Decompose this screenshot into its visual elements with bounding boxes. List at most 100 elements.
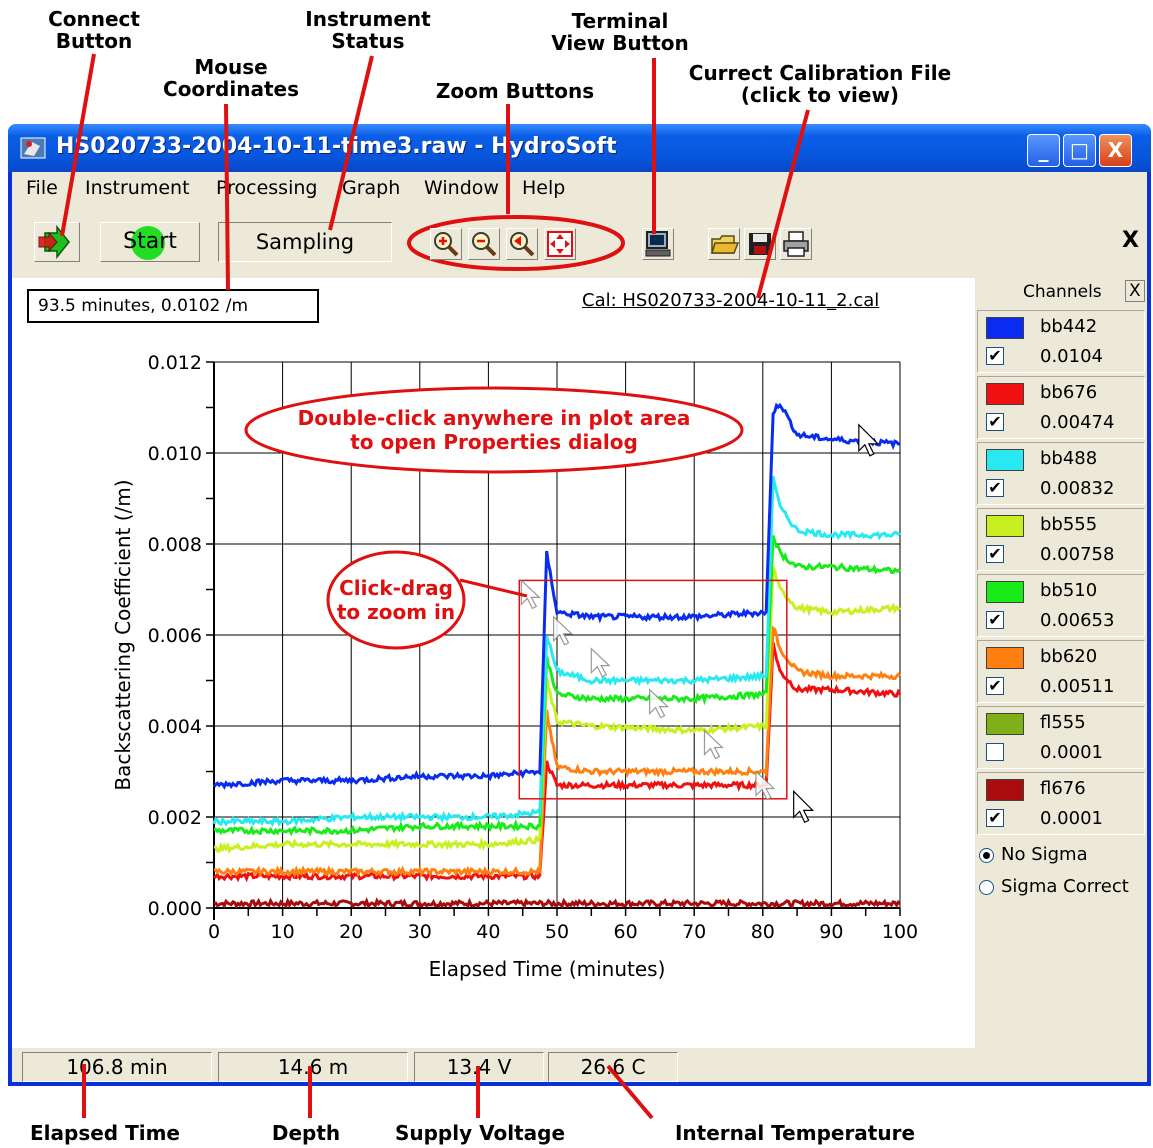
channels-close-button[interactable]: X bbox=[1125, 280, 1145, 302]
callout-supply-voltage: Supply Voltage bbox=[385, 1122, 575, 1144]
minimize-button[interactable]: _ bbox=[1027, 134, 1060, 167]
terminal-icon bbox=[645, 231, 671, 257]
callout-zoom-buttons: Zoom Buttons bbox=[415, 80, 615, 102]
x-tick-label: 40 bbox=[476, 921, 500, 943]
depth-field: 14.6 m bbox=[218, 1052, 408, 1082]
drag-trail-cursor-icon bbox=[520, 579, 541, 610]
series-line-bb488 bbox=[212, 475, 901, 828]
series-line-bb510 bbox=[213, 535, 901, 837]
x-tick-label: 100 bbox=[882, 921, 918, 943]
zoom-in-button[interactable] bbox=[430, 228, 462, 260]
print-button[interactable] bbox=[780, 228, 812, 260]
menu-processing[interactable]: Processing bbox=[216, 177, 318, 199]
properties-annotation-text: to open Properties dialog bbox=[350, 430, 638, 454]
y-tick-label: 0.012 bbox=[148, 352, 202, 374]
connect-button[interactable] bbox=[34, 222, 80, 262]
channel-value: 0.00474 bbox=[1040, 412, 1115, 433]
callout-elapsed-time-text: Elapsed Time bbox=[30, 1121, 180, 1145]
callout-instrument-status: Instrument Status bbox=[288, 8, 448, 52]
sigma-label[interactable]: No Sigma bbox=[1001, 844, 1088, 865]
channel-checkbox[interactable]: ✔ bbox=[986, 809, 1004, 827]
zoom-fit-button[interactable] bbox=[544, 228, 576, 260]
sigma-label[interactable]: Sigma Correct bbox=[1001, 876, 1129, 897]
open-file-button[interactable] bbox=[708, 228, 740, 260]
properties-annotation-text: Double-click anywhere in plot area bbox=[298, 406, 691, 430]
channel-bb488: bb488 ✔ 0.00832 bbox=[977, 442, 1145, 505]
sigma-radio[interactable] bbox=[979, 880, 994, 895]
mouse-cursor-icon bbox=[858, 423, 880, 457]
channel-color-swatch[interactable] bbox=[986, 515, 1024, 537]
channel-checkbox[interactable]: ✔ bbox=[986, 677, 1004, 695]
callout-mouse-coordinates-text: Mouse Coordinates bbox=[163, 55, 299, 101]
start-button[interactable]: Start bbox=[100, 222, 200, 262]
zoom-back-button[interactable] bbox=[506, 228, 538, 260]
menu-instrument[interactable]: Instrument bbox=[85, 177, 190, 199]
x-tick-label: 90 bbox=[819, 921, 843, 943]
channel-checkbox[interactable] bbox=[986, 743, 1004, 761]
maximize-button[interactable]: □ bbox=[1063, 134, 1096, 167]
sigma-radio[interactable] bbox=[979, 848, 994, 863]
channel-color-swatch[interactable] bbox=[986, 713, 1024, 735]
channel-checkbox[interactable]: ✔ bbox=[986, 413, 1004, 431]
channel-color-swatch[interactable] bbox=[986, 449, 1024, 471]
plot-area[interactable]: 93.5 minutes, 0.0102 /m Cal: HS020733-20… bbox=[12, 278, 975, 1048]
x-tick-label: 0 bbox=[208, 921, 220, 943]
menu-bar: File Instrument Processing Graph Window … bbox=[12, 172, 1147, 204]
menu-file[interactable]: File bbox=[26, 177, 58, 199]
zoom-previous-icon bbox=[510, 232, 535, 257]
client-area: File Instrument Processing Graph Window … bbox=[12, 172, 1147, 1082]
callout-elapsed-time: Elapsed Time bbox=[30, 1122, 180, 1144]
x-axis-label: Elapsed Time (minutes) bbox=[429, 957, 666, 981]
callout-depth-text: Depth bbox=[271, 1121, 341, 1145]
zoom-fit-icon bbox=[547, 231, 573, 257]
status-bar: 106.8 min 14.6 m 13.4 V 26.6 C bbox=[12, 1052, 1147, 1082]
menu-window[interactable]: Window bbox=[424, 177, 499, 199]
callout-calibration-file-text: Currect Calibration File (click to view) bbox=[688, 61, 952, 107]
mouse-cursor-icon bbox=[793, 789, 815, 824]
zoom-selection-rectangle bbox=[518, 579, 788, 800]
close-button[interactable]: X bbox=[1099, 134, 1132, 167]
channel-color-swatch[interactable] bbox=[986, 383, 1024, 405]
toolbar-close-button[interactable]: X bbox=[1122, 228, 1139, 253]
channel-color-swatch[interactable] bbox=[986, 779, 1024, 801]
menu-help[interactable]: Help bbox=[522, 177, 566, 199]
zoom-out-button[interactable] bbox=[468, 228, 500, 260]
save-button[interactable] bbox=[744, 228, 776, 260]
y-tick-label: 0.010 bbox=[148, 443, 202, 465]
callout-connect-text: Connect Button bbox=[48, 7, 140, 53]
y-tick-label: 0.002 bbox=[148, 807, 202, 829]
channel-value: 0.0001 bbox=[1040, 742, 1103, 763]
zoom-annotation-pointer bbox=[459, 578, 528, 598]
connect-arrows-icon bbox=[38, 224, 70, 260]
channel-checkbox[interactable]: ✔ bbox=[986, 545, 1004, 563]
backscattering-chart[interactable]: 0 10 20 30 40 50 60 70 80 90 100 0.000 0.002 0.004 0.0… bbox=[12, 318, 975, 1038]
channel-checkbox[interactable]: ✔ bbox=[986, 611, 1004, 629]
zoom-in-icon bbox=[434, 232, 459, 257]
calibration-file-link[interactable]: Cal: HS020733-2004-10-11_2.cal bbox=[582, 290, 880, 311]
terminal-view-button[interactable] bbox=[642, 228, 674, 260]
app-window: HS020733-2004-10-11-time3.raw - HydroSof… bbox=[8, 124, 1151, 1086]
callout-supply-voltage-text: Supply Voltage bbox=[394, 1121, 566, 1145]
menu-graph[interactable]: Graph bbox=[342, 177, 401, 199]
channel-checkbox[interactable]: ✔ bbox=[986, 347, 1004, 365]
series-line-fl676 bbox=[213, 897, 901, 910]
channel-color-swatch[interactable] bbox=[986, 581, 1024, 603]
series-line-bb676 bbox=[212, 642, 902, 883]
callout-mouse-coordinates: Mouse Coordinates bbox=[156, 56, 306, 100]
channel-color-swatch[interactable] bbox=[986, 647, 1024, 669]
save-disk-icon bbox=[749, 233, 771, 255]
title-bar[interactable]: HS020733-2004-10-11-time3.raw - HydroSof… bbox=[8, 124, 1151, 172]
callout-depth: Depth bbox=[256, 1122, 356, 1144]
channel-color-swatch[interactable] bbox=[986, 317, 1024, 339]
x-tick-label: 80 bbox=[751, 921, 775, 943]
channel-value: 0.00758 bbox=[1040, 544, 1115, 565]
y-axis-label: Backscattering Coefficient (/m) bbox=[111, 479, 135, 790]
channel-checkbox[interactable]: ✔ bbox=[986, 479, 1004, 497]
temperature-field: 26.6 C bbox=[548, 1052, 678, 1082]
mouse-coordinates: 93.5 minutes, 0.0102 /m bbox=[27, 289, 319, 323]
y-tick-label: 0.008 bbox=[148, 534, 202, 556]
drag-trail-cursor-icon bbox=[552, 615, 574, 646]
x-tick-label: 50 bbox=[545, 921, 569, 943]
channel-value: 0.00511 bbox=[1040, 676, 1115, 697]
x-tick-label: 20 bbox=[339, 921, 363, 943]
